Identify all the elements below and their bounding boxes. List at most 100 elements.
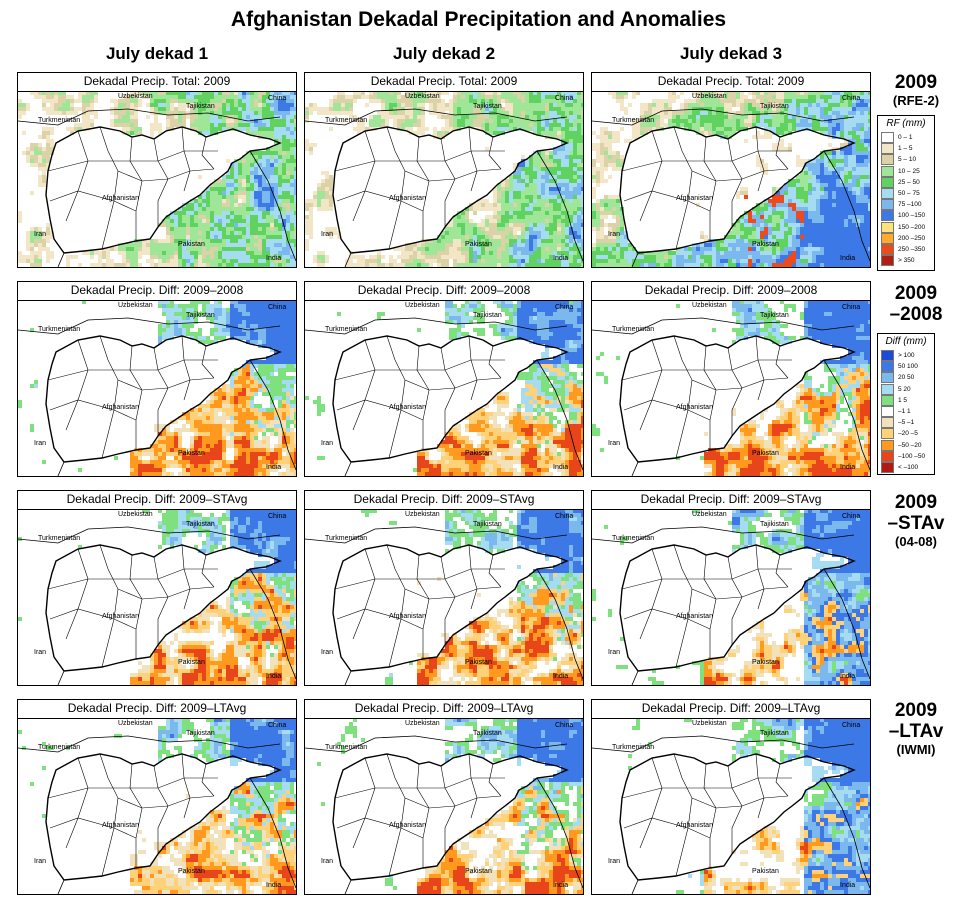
- map-label-afghanistan: Afghanistan: [676, 404, 713, 411]
- map-label-uzbekistan: Uzbekistan: [405, 511, 440, 518]
- legend-swatch: [881, 417, 894, 429]
- map-graphic: [18, 300, 296, 476]
- map-label-iran: Iran: [321, 440, 334, 447]
- map-panel-diffstavg-dekad-2: Dekadal Precip. Diff: 2009–STAvg Uzbekist…: [304, 490, 584, 686]
- map-label-iran: Iran: [34, 231, 47, 238]
- legend-swatch: [881, 406, 894, 418]
- legend-label: < –100: [898, 463, 919, 471]
- map-panel-total-dekad-2: Dekadal Precip. Total: 2009 Uzbekistan Taj…: [304, 72, 584, 268]
- map-label-china: China: [555, 722, 574, 729]
- rf-legend-item: 100 –150: [881, 210, 931, 222]
- map-label-uzbekistan: Uzbekistan: [692, 511, 727, 518]
- map-label-pakistan: Pakistan: [178, 659, 205, 666]
- map-label-afghanistan: Afghanistan: [389, 822, 426, 829]
- diff-legend-item: 5 20: [881, 383, 931, 395]
- map-graphic: [305, 718, 583, 894]
- map-label-tajikistan: Tajikistan: [186, 730, 215, 737]
- map-label-turkmenistan: Turkmenistan: [612, 744, 655, 751]
- diff-legend-item: –50 –20: [881, 439, 931, 451]
- map-label-tajikistan: Tajikistan: [186, 521, 215, 528]
- map-label-china: China: [555, 513, 574, 520]
- legend-swatch: [881, 199, 894, 211]
- panel-title: Dekadal Precip. Diff: 2009–STAvg: [18, 491, 296, 510]
- row-header-subtitle: –STAv: [887, 513, 945, 534]
- map-label-uzbekistan: Uzbekistan: [118, 720, 153, 727]
- legend-label: –100 –50: [898, 452, 926, 460]
- rf-legend-item: 250 –350: [881, 243, 931, 255]
- map-label-iran: Iran: [321, 231, 334, 238]
- map-label-uzbekistan: Uzbekistan: [692, 302, 727, 309]
- legend-label: 5 20: [898, 385, 911, 393]
- map-label-china: China: [842, 513, 861, 520]
- rf-legend-item: 5 – 10: [881, 154, 931, 166]
- legend-label: 10 – 25: [898, 167, 920, 175]
- map-label-tajikistan: Tajikistan: [473, 730, 502, 737]
- legend-label: 1 5: [898, 396, 908, 404]
- map-label-turkmenistan: Turkmenistan: [38, 535, 81, 542]
- precipitation-map: Uzbekistan Tajikistan China Turkmenistan Afg…: [592, 509, 870, 685]
- legend-swatch: [881, 461, 894, 473]
- legend-swatch: [881, 210, 894, 222]
- page-title: Afghanistan Dekadal Precipitation and An…: [230, 8, 727, 31]
- panel-title: Dekadal Precip. Diff: 2009–2008: [592, 282, 870, 301]
- map-label-turkmenistan: Turkmenistan: [325, 326, 368, 333]
- map-label-china: China: [842, 304, 861, 311]
- map-label-pakistan: Pakistan: [178, 450, 205, 457]
- map-label-china: China: [842, 722, 861, 729]
- row-header-diffltavg: 2009 –LTAv (IWMI): [880, 700, 952, 758]
- legend-label: 50 – 75: [898, 190, 920, 198]
- map-panel-diffltavg-dekad-2: Dekadal Precip. Diff: 2009–LTAvg Uzbekist…: [304, 699, 584, 895]
- map-label-tajikistan: Tajikistan: [760, 730, 789, 737]
- map-label-pakistan: Pakistan: [465, 450, 492, 457]
- map-label-afghanistan: Afghanistan: [102, 195, 139, 202]
- map-label-india: India: [840, 673, 856, 680]
- map-label-india: India: [553, 673, 569, 680]
- map-panel-diff2008-dekad-3: Dekadal Precip. Diff: 2009–2008 Uzbekista…: [591, 281, 871, 477]
- legend-swatch: [881, 221, 894, 233]
- map-label-iran: Iran: [34, 440, 47, 447]
- map-panel-diff2008-dekad-2: Dekadal Precip. Diff: 2009–2008 Uzbekista…: [304, 281, 584, 477]
- map-label-turkmenistan: Turkmenistan: [325, 117, 368, 124]
- row-header-period: (04-08): [895, 534, 937, 549]
- map-graphic: [592, 718, 870, 894]
- precipitation-map: Uzbekistan Tajikistan China Turkmenistan Afg…: [18, 509, 296, 685]
- column-header-3: July dekad 3: [679, 44, 783, 63]
- map-label-uzbekistan: Uzbekistan: [118, 302, 153, 309]
- panel-title: Dekadal Precip. Diff: 2009–2008: [305, 282, 583, 301]
- map-graphic: [18, 509, 296, 685]
- precipitation-map: Uzbekistan Tajikistan China Turkmenistan Afg…: [18, 300, 296, 476]
- map-label-india: India: [840, 464, 856, 471]
- map-label-china: China: [268, 722, 287, 729]
- map-label-turkmenistan: Turkmenistan: [38, 117, 81, 124]
- legend-swatch: [881, 188, 894, 200]
- map-label-china: China: [268, 95, 287, 102]
- row-header-subtitle: –2008: [889, 304, 943, 325]
- map-label-tajikistan: Tajikistan: [760, 103, 789, 110]
- legend-label: 250 –350: [898, 245, 926, 253]
- legend-label: 50 100: [898, 363, 918, 371]
- legend-swatch: [881, 439, 894, 451]
- precipitation-map: Uzbekistan Tajikistan China Turkmenistan Afg…: [592, 718, 870, 894]
- map-label-india: India: [266, 255, 282, 262]
- row-header-year: 2009: [894, 700, 938, 721]
- row-header-period: (IWMI): [896, 742, 936, 757]
- map-label-tajikistan: Tajikistan: [473, 521, 502, 528]
- map-label-india: India: [266, 882, 282, 889]
- legend-label: 200 –250: [898, 234, 926, 242]
- map-label-iran: Iran: [321, 649, 334, 656]
- panel-title: Dekadal Precip. Total: 2009: [305, 73, 583, 92]
- row-header-year: 2009: [894, 492, 938, 513]
- map-label-tajikistan: Tajikistan: [186, 312, 215, 319]
- legend-label: > 350: [898, 257, 915, 265]
- map-label-india: India: [840, 882, 856, 889]
- legend-swatch: [881, 165, 894, 177]
- map-label-afghanistan: Afghanistan: [676, 613, 713, 620]
- precipitation-map: Uzbekistan Tajikistan China Turkmenistan Afg…: [305, 91, 583, 267]
- map-label-iran: Iran: [608, 858, 621, 865]
- panel-title: Dekadal Precip. Diff: 2009–STAvg: [592, 491, 870, 510]
- map-label-turkmenistan: Turkmenistan: [38, 744, 81, 751]
- map-panel-diffltavg-dekad-1: Dekadal Precip. Diff: 2009–LTAvg Uzbekist…: [17, 699, 297, 895]
- row-header-year: 2009: [894, 283, 938, 304]
- legend-swatch: [881, 394, 894, 406]
- row-header-subtitle: (RFE-2): [892, 93, 940, 108]
